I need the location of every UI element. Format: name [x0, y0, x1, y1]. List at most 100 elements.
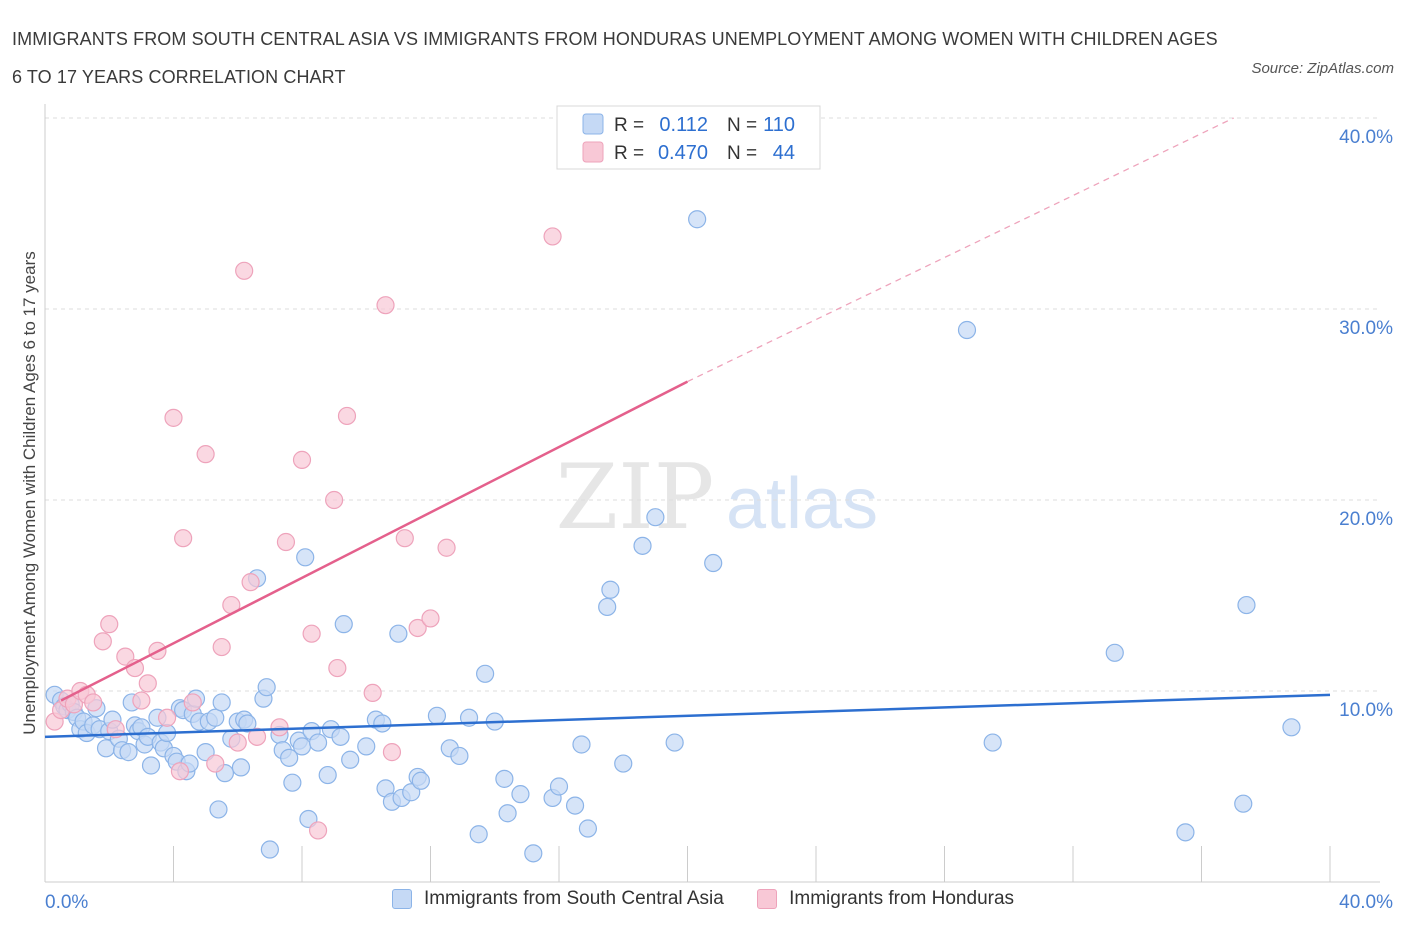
honduras-point-34: [337, 406, 357, 426]
legend-item-south-central-asia[interactable]: Immigrants from South Central Asia: [391, 888, 724, 910]
south-central-asia-point-43: [212, 693, 231, 712]
honduras-point-22: [212, 637, 231, 657]
south-central-asia-point-52: [257, 678, 276, 697]
stats-r-label-2: R =: [614, 143, 644, 164]
south-central-asia-point-47: [231, 758, 251, 777]
y-tick-label-1: 20.0%: [1339, 509, 1393, 530]
south-central-asia-point-93: [572, 735, 591, 754]
south-central-asia-point-86: [495, 769, 514, 788]
south-central-asia-point-104: [983, 733, 1002, 752]
watermark-zip: ZIP: [556, 445, 715, 550]
south-central-asia-point-96: [601, 580, 620, 599]
honduras-point-17: [170, 762, 190, 781]
stats-r-value-1: 0.112: [659, 114, 708, 136]
honduras-point-41: [437, 538, 456, 557]
south-central-asia-point-105: [1105, 643, 1124, 662]
honduras-point-39: [408, 618, 427, 638]
south-central-asia-point-49: [238, 714, 257, 733]
south-central-asia-point-109: [1282, 718, 1301, 737]
x-tick-labels: 0.0% 40.0%: [45, 892, 1393, 913]
x-tick-label-1: 40.0%: [1339, 892, 1393, 913]
south-central-asia-point-64: [318, 765, 337, 785]
stats-swatch-pink: [582, 141, 604, 163]
stats-n-value-2: 44: [773, 142, 795, 164]
honduras-point-27: [247, 727, 267, 746]
stats-n-label-2: N =: [727, 143, 757, 164]
south-central-asia-point-101: [646, 508, 665, 527]
honduras-point-6: [84, 693, 103, 712]
south-central-asia-point-102: [704, 553, 723, 573]
trend-line-south-central-asia: [44, 693, 1331, 739]
south-central-asia-point-18: [119, 743, 138, 762]
honduras-point-7: [93, 632, 112, 651]
y-tick-label-2: 30.0%: [1339, 318, 1393, 339]
stats-r-value-2: 0.470: [658, 142, 708, 164]
honduras-point-19: [183, 693, 202, 712]
south-central-asia-point-71: [373, 714, 392, 733]
legend-label-honduras: Immigrants from Honduras: [789, 888, 1015, 909]
honduras-point-40: [421, 609, 440, 628]
south-central-asia-point-108: [1237, 595, 1256, 615]
honduras-point-31: [308, 821, 328, 840]
south-central-asia-point-89: [524, 844, 543, 863]
honduras-point-25: [235, 261, 254, 280]
south-central-asia-point-83: [469, 825, 488, 844]
south-central-asia-point-81: [450, 746, 469, 766]
legend-swatch-blue: [391, 889, 412, 909]
legend-label-south-central-asia: Immigrants from South Central Asia: [423, 888, 724, 909]
south-central-asia-point-41: [206, 708, 225, 727]
stats-n-label-1: N =: [727, 115, 757, 136]
south-central-asia-point-84: [476, 664, 495, 683]
south-central-asia-point-66: [331, 727, 350, 746]
chart-title: IMMIGRANTS FROM SOUTH CENTRAL ASIA VS IM…: [12, 29, 1218, 87]
honduras-point-18: [174, 529, 193, 548]
legend-item-honduras[interactable]: Immigrants from Honduras: [757, 888, 1014, 910]
source-label: Source: ZipAtlas.com: [1251, 60, 1394, 77]
south-central-asia-point-79: [427, 706, 447, 725]
honduras-point-33: [328, 658, 347, 678]
south-central-asia-point-88: [511, 785, 530, 804]
honduras-point-43: [543, 227, 562, 246]
south-central-asia-point-57: [283, 773, 302, 792]
axes: [44, 104, 1380, 883]
honduras-point-28: [276, 532, 296, 552]
south-central-asia-point-53: [260, 840, 279, 859]
south-central-asia-point-94: [578, 819, 598, 838]
south-central-asia-point-42: [209, 800, 228, 819]
y-tick-label-0: 10.0%: [1339, 700, 1393, 721]
south-central-asia-point-67: [334, 615, 353, 634]
south-central-asia-point-100: [688, 210, 707, 229]
south-central-asia-point-60: [296, 548, 315, 567]
south-central-asia-point-59: [292, 737, 312, 756]
south-central-asia-point-78: [411, 771, 430, 790]
stats-legend: R = 0.112 N = 110 R = 0.470 N = 44: [556, 105, 821, 170]
trend-lines: [44, 117, 1331, 739]
south-central-asia-point-91: [549, 777, 569, 796]
south-central-asia-point-25: [141, 756, 161, 775]
south-central-asia-point-74: [389, 624, 408, 643]
honduras-point-24: [228, 733, 247, 752]
south-central-asia-point-95: [598, 597, 617, 617]
honduras-point-37: [382, 743, 402, 762]
trend-extension-honduras: [687, 117, 1234, 383]
south-central-asia-point-106: [1176, 823, 1195, 842]
bottom-legend: Immigrants from South Central Asia Immig…: [0, 888, 1406, 915]
y-axis-label: Unemployment Among Women with Children A…: [20, 251, 39, 735]
honduras-point-21: [206, 754, 225, 773]
legend-swatch-pink: [757, 889, 778, 909]
south-central-asia-point-98: [633, 536, 652, 555]
honduras-point-8: [100, 615, 119, 634]
south-central-asia-point-69: [357, 737, 376, 756]
honduras-point-20: [196, 445, 215, 464]
honduras-point-35: [363, 683, 382, 703]
stats-swatch-blue: [582, 113, 604, 135]
y-tick-label-3: 40.0%: [1339, 127, 1393, 148]
south-central-asia-point-56: [280, 748, 299, 767]
honduras-point-29: [292, 450, 312, 469]
honduras-point-26: [241, 573, 260, 592]
watermark: ZIP atlas: [556, 445, 878, 550]
honduras-point-32: [325, 490, 344, 510]
y-tick-labels: 10.0% 20.0% 30.0% 40.0%: [1339, 127, 1393, 721]
watermark-atlas: atlas: [726, 464, 878, 544]
